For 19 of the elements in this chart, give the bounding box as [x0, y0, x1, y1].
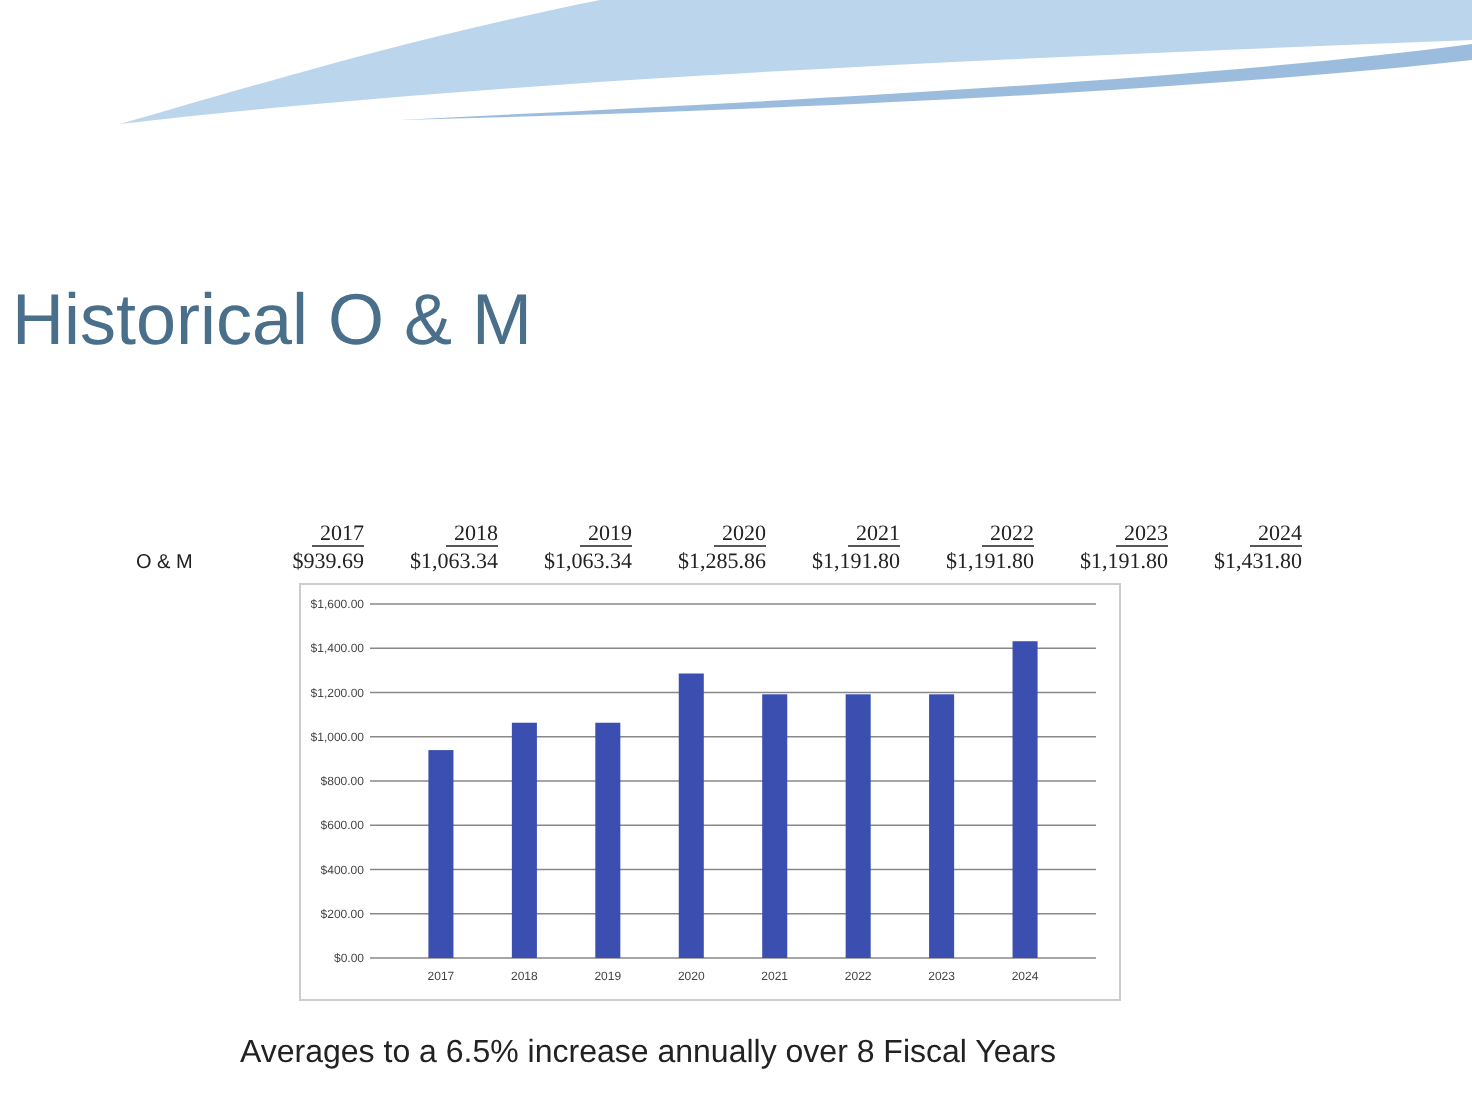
category-label: 2018 — [454, 522, 498, 546]
text: $1,191.80 — [1080, 550, 1168, 574]
text: $939.69 — [292, 550, 364, 574]
category-label: 2023 — [1124, 522, 1168, 546]
text: $1,431.80 — [1214, 550, 1302, 574]
category-label: 2022 — [990, 522, 1034, 546]
text: Averages to a 6.5% increase annually over 8 Fiscal Years — [240, 1036, 1056, 1070]
category-label: 2019 — [588, 522, 632, 546]
text: $1,191.80 — [946, 550, 1034, 574]
text: $1,285.86 — [678, 550, 766, 574]
chart-title: Historical O & M — [12, 278, 533, 360]
category-label: 2024 — [1258, 522, 1302, 546]
text: $1,191.80 — [812, 550, 900, 574]
text: $1,063.34 — [410, 550, 498, 574]
category-label: 2020 — [722, 522, 766, 546]
text: $1,063.34 — [544, 550, 632, 574]
category-label: 2017 — [320, 522, 364, 546]
category-label: 2021 — [856, 522, 900, 546]
text: O & M — [136, 552, 193, 574]
